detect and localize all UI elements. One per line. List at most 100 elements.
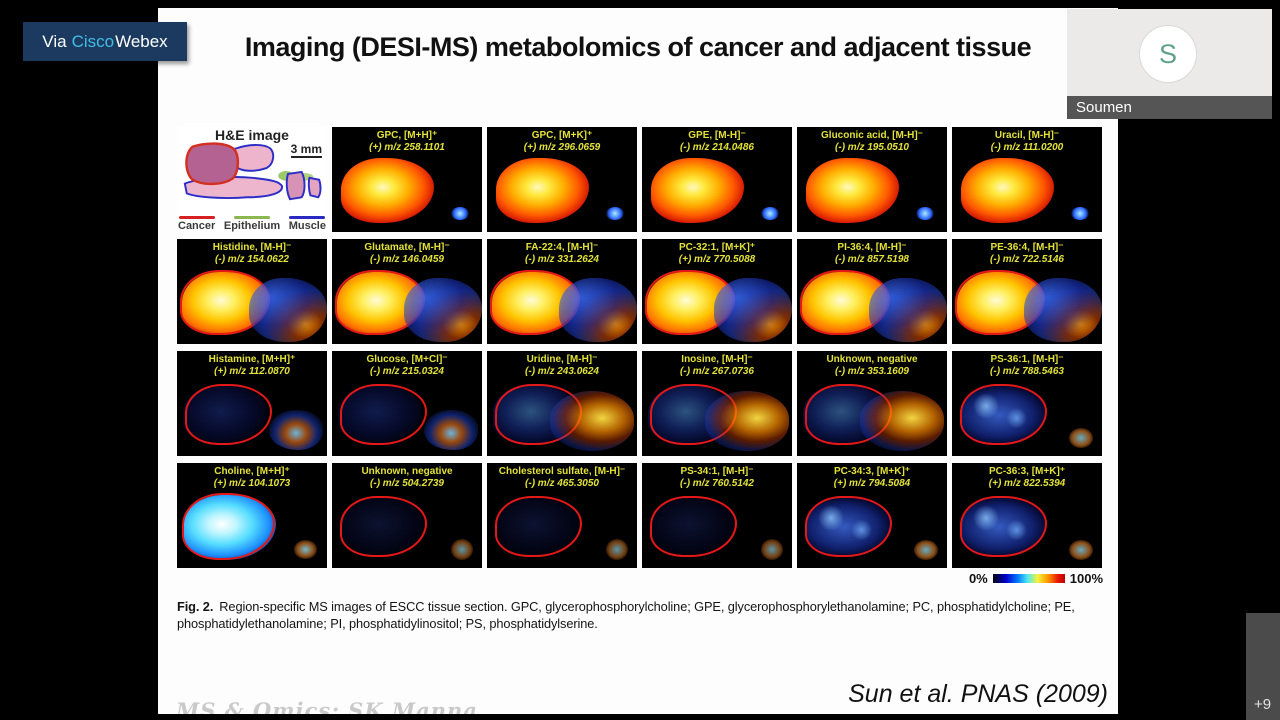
ms-panel-label: Unknown, negative (-) m/z 353.1609: [797, 351, 947, 379]
legend-item-epithelium: Epithelium: [224, 216, 280, 232]
cancer-region-outline: [339, 495, 427, 558]
ms-panel-compound: PI-36:4, [M-H]⁻: [837, 242, 907, 253]
participant-video-tile[interactable]: S Soumen: [1067, 9, 1272, 119]
cancer-region-outline: [959, 383, 1047, 446]
ms-panel-label: GPC, [M+K]⁺ (+) m/z 296.0659: [487, 127, 637, 155]
cancer-region-outline: [800, 270, 890, 335]
avatar-initial: S: [1158, 38, 1177, 69]
ms-heatmap-image: [332, 379, 482, 456]
cancer-region-outline: [955, 270, 1045, 335]
ms-heatmap-image: [952, 155, 1102, 232]
ms-image-panel: PE-36:4, [M-H]⁻ (-) m/z 722.5146: [952, 239, 1102, 344]
ms-heatmap-image: [642, 267, 792, 344]
ms-heatmap-image: [642, 379, 792, 456]
cancer-region-outline: [494, 383, 582, 446]
legend-item-cancer: Cancer: [178, 216, 215, 232]
participant-name-bar: Soumen: [1067, 96, 1272, 119]
ms-heatmap-image: [642, 491, 792, 568]
ms-panel-mz: (-) m/z 857.5198: [835, 253, 909, 265]
ms-panel-label: PE-36:4, [M-H]⁻ (-) m/z 722.5146: [952, 239, 1102, 267]
ms-panel-compound: Histamine, [M+H]⁺: [208, 354, 296, 365]
ms-panel-compound: Choline, [M+H]⁺: [214, 466, 290, 477]
ms-panel-label: PS-36:1, [M-H]⁻ (-) m/z 788.5463: [952, 351, 1102, 379]
ms-image-panel: FA-22:4, [M-H]⁻ (-) m/z 331.2624: [487, 239, 637, 344]
ms-image-panel: Unknown, negative (-) m/z 353.1609: [797, 351, 947, 456]
ms-image-panel: GPC, [M+K]⁺ (+) m/z 296.0659: [487, 127, 637, 232]
ms-panel-mz: (+) m/z 794.5084: [833, 477, 911, 489]
ms-heatmap-image: [177, 491, 327, 568]
more-participants-tile[interactable]: +9: [1246, 613, 1280, 720]
ms-panel-compound: Histidine, [M-H]⁻: [212, 242, 292, 253]
figure-caption: Fig. 2. Region-specific MS images of ESCC…: [177, 599, 1105, 632]
ms-panel-mz: (-) m/z 214.0486: [680, 141, 754, 153]
ms-panel-mz: (-) m/z 788.5463: [990, 365, 1064, 377]
figure-caption-text: Region-specific MS images of ESCC tissue…: [177, 599, 1075, 631]
ms-panel-label: Inosine, [M-H]⁻ (-) m/z 267.0736: [642, 351, 792, 379]
he-tissue-illustration: [183, 142, 322, 201]
ms-heatmap-image: [177, 379, 327, 456]
legend-label: Muscle: [288, 220, 326, 232]
ms-panel-compound: GPC, [M+H]⁺: [376, 130, 438, 141]
ms-image-panel: GPE, [M-H]⁻ (-) m/z 214.0486: [642, 127, 792, 232]
ms-panel-mz: (+) m/z 822.5394: [988, 477, 1066, 489]
epithelium-color-swatch: [233, 216, 270, 219]
ms-heatmap-image: [797, 267, 947, 344]
ms-panel-label: FA-22:4, [M-H]⁻ (-) m/z 331.2624: [487, 239, 637, 267]
slide-watermark: MS & Omics: SK Manna: [176, 698, 478, 714]
ms-panel-compound: Glucose, [M+Cl]⁻: [366, 354, 448, 365]
cancer-region-outline: [645, 270, 735, 335]
badge-prefix: Via: [42, 31, 67, 51]
ms-heatmap-image: [642, 155, 792, 232]
ms-image-panel: Glutamate, [M-H]⁻ (-) m/z 146.0459: [332, 239, 482, 344]
webex-logo-text: Webex: [115, 31, 168, 51]
ms-panel-mz: (-) m/z 465.3050: [525, 477, 599, 489]
ms-image-panel: Uracil, [M-H]⁻ (-) m/z 111.0200: [952, 127, 1102, 232]
cancer-region-outline: [180, 270, 270, 335]
ms-panel-mz: (+) m/z 112.0870: [214, 365, 290, 377]
ms-image-panel: PS-36:1, [M-H]⁻ (-) m/z 788.5463: [952, 351, 1102, 456]
ms-panel-mz: (+) m/z 104.1073: [213, 477, 291, 489]
he-legend: Cancer Epithelium Muscle: [177, 216, 327, 232]
ms-panel-label: PC-32:1, [M+K]⁺ (+) m/z 770.5088: [642, 239, 792, 267]
ms-panel-mz: (+) m/z 770.5088: [678, 253, 756, 265]
legend-label: Cancer: [178, 220, 216, 232]
ms-panel-compound: PC-32:1, [M+K]⁺: [678, 242, 756, 253]
citation: Sun et al. PNAS (2009): [848, 680, 1108, 708]
ms-panel-compound: Unknown, negative: [361, 466, 453, 477]
ms-heatmap-image: [797, 379, 947, 456]
ms-panel-label: GPC, [M+H]⁺ (+) m/z 258.1101: [332, 127, 482, 155]
figure-panel-grid: H&E image 3 mm Cancer: [177, 127, 1102, 568]
ms-panel-label: PC-34:3, [M+K]⁺ (+) m/z 794.5084: [797, 463, 947, 491]
ms-image-panel: PS-34:1, [M-H]⁻ (-) m/z 760.5142: [642, 463, 792, 568]
ms-panel-label: PS-34:1, [M-H]⁻ (-) m/z 760.5142: [642, 463, 792, 491]
participant-avatar: S: [1139, 25, 1197, 83]
cancer-region-outline: [649, 383, 737, 446]
ms-panel-mz: (-) m/z 722.5146: [990, 253, 1064, 265]
ms-panel-compound: GPC, [M+K]⁺: [531, 130, 593, 141]
cancer-region-outline: [490, 270, 580, 335]
ms-heatmap-image: [332, 267, 482, 344]
webex-badge: Via Cisco Webex: [23, 22, 187, 61]
ms-image-panel: Gluconic acid, [M-H]⁻ (-) m/z 195.0510: [797, 127, 947, 232]
ms-panel-compound: PS-36:1, [M-H]⁻: [990, 354, 1064, 365]
ms-panel-label: GPE, [M-H]⁻ (-) m/z 214.0486: [642, 127, 792, 155]
cancer-region-outline: [804, 383, 892, 446]
ms-panel-compound: PC-34:3, [M+K]⁺: [833, 466, 911, 477]
ms-panel-label: Glucose, [M+Cl]⁻ (-) m/z 215.0324: [332, 351, 482, 379]
ms-image-panel: Histidine, [M-H]⁻ (-) m/z 154.0622: [177, 239, 327, 344]
ms-image-panel: PC-34:3, [M+K]⁺ (+) m/z 794.5084: [797, 463, 947, 568]
ms-panel-mz: (-) m/z 353.1609: [835, 365, 909, 377]
ms-panel-compound: Uracil, [M-H]⁻: [994, 130, 1060, 141]
ms-image-panel: PC-32:1, [M+K]⁺ (+) m/z 770.5088: [642, 239, 792, 344]
participant-name: Soumen: [1076, 99, 1132, 116]
ms-panel-compound: PS-34:1, [M-H]⁻: [680, 466, 754, 477]
colorbar-gradient: [992, 574, 1065, 583]
ms-panel-mz: (-) m/z 154.0622: [215, 253, 289, 265]
ms-image-panel: Glucose, [M+Cl]⁻ (-) m/z 215.0324: [332, 351, 482, 456]
ms-panel-label: Gluconic acid, [M-H]⁻ (-) m/z 195.0510: [797, 127, 947, 155]
ms-panel-mz: (-) m/z 243.0624: [525, 365, 599, 377]
ms-panel-mz: (+) m/z 296.0659: [523, 141, 601, 153]
ms-heatmap-image: [487, 491, 637, 568]
muscle-color-swatch: [289, 216, 326, 219]
ms-panel-compound: Cholesterol sulfate, [M-H]⁻: [498, 466, 626, 477]
